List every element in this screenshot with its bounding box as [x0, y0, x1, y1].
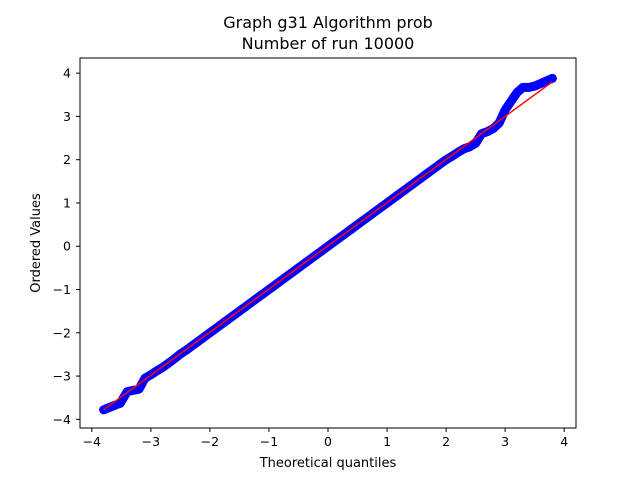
- data-point: [495, 118, 504, 128]
- y-axis-ticks: −4 −3 −2 −1 0 1 2 3 4: [53, 66, 80, 427]
- y-tick-label: 0: [63, 239, 71, 254]
- y-tick-label: −3: [53, 369, 71, 384]
- y-tick-label: −4: [53, 412, 71, 427]
- data-point: [497, 112, 507, 121]
- data-point: [530, 81, 539, 91]
- y-tick-label: 2: [63, 152, 71, 167]
- chart-title: Graph g31 Algorithm prob: [223, 13, 433, 32]
- y-tick-label: −2: [53, 325, 71, 340]
- x-tick-label: −2: [201, 434, 219, 449]
- x-tick-label: 1: [383, 434, 391, 449]
- data-point: [512, 88, 522, 97]
- y-tick-label: 4: [63, 66, 71, 81]
- y-axis-label: Ordered Values: [29, 193, 44, 293]
- data-point: [471, 139, 480, 148]
- x-tick-label: 3: [501, 434, 509, 449]
- y-tick-label: 3: [63, 109, 71, 124]
- data-point: [518, 83, 528, 92]
- x-axis-ticks: −4 −3 −2 −1 0 1 2 3 4: [83, 428, 568, 449]
- x-tick-label: 0: [324, 434, 332, 449]
- x-tick-label: 2: [442, 434, 450, 449]
- chart-subtitle: Number of run 10000: [242, 34, 415, 53]
- plot-area: [99, 73, 557, 415]
- x-tick-label: −1: [260, 434, 278, 449]
- y-tick-label: −1: [53, 282, 71, 297]
- x-axis-label: Theoretical quantiles: [259, 456, 397, 471]
- x-tick-label: 4: [560, 434, 568, 449]
- y-tick-label: 1: [63, 195, 71, 210]
- data-point: [548, 74, 557, 83]
- data-point: [134, 384, 144, 394]
- fit-line: [103, 81, 553, 411]
- data-point: [500, 105, 510, 115]
- x-tick-label: −4: [83, 434, 101, 449]
- data-point: [115, 399, 125, 408]
- x-tick-label: −3: [142, 434, 160, 449]
